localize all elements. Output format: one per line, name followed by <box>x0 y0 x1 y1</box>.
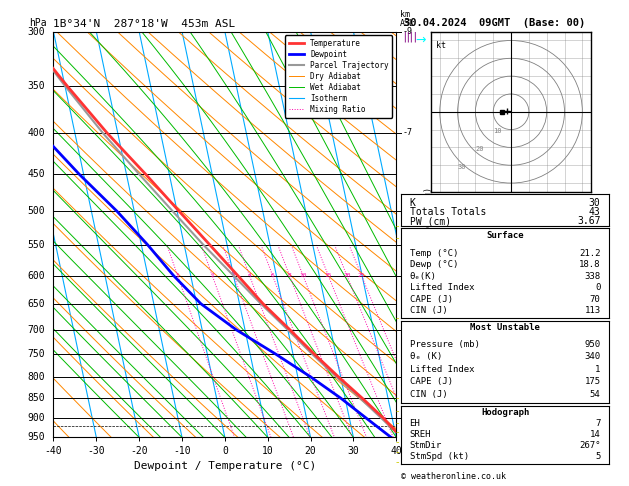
Text: Totals Totals: Totals Totals <box>409 207 486 217</box>
Text: 10: 10 <box>299 273 307 278</box>
Text: 6: 6 <box>270 273 274 278</box>
Text: Mixing Ratio (g/kg): Mixing Ratio (g/kg) <box>424 187 433 282</box>
Text: 7: 7 <box>595 419 601 428</box>
Text: 340: 340 <box>584 352 601 361</box>
Text: 2: 2 <box>211 273 214 278</box>
Text: km
ASL: km ASL <box>399 10 415 28</box>
Text: 800: 800 <box>27 372 45 382</box>
Text: 850: 850 <box>27 393 45 403</box>
Text: -6: -6 <box>403 207 413 216</box>
Text: →: → <box>415 34 426 47</box>
Text: -: - <box>396 394 399 403</box>
Text: θₑ(K): θₑ(K) <box>409 272 437 281</box>
Text: LCL: LCL <box>403 421 418 431</box>
Text: Surface: Surface <box>486 231 524 240</box>
Text: Pressure (mb): Pressure (mb) <box>409 340 479 349</box>
Text: θₑ (K): θₑ (K) <box>409 352 442 361</box>
Text: 43: 43 <box>589 207 601 217</box>
Text: -: - <box>396 221 399 231</box>
Text: 18.8: 18.8 <box>579 260 601 270</box>
Text: 1: 1 <box>595 365 601 374</box>
Text: 8: 8 <box>287 273 291 278</box>
Text: 3.67: 3.67 <box>577 216 601 226</box>
Text: StmDir: StmDir <box>409 441 442 451</box>
Text: 4: 4 <box>248 273 252 278</box>
Text: -5: -5 <box>403 241 413 249</box>
Text: -: - <box>396 406 399 416</box>
Text: 10: 10 <box>493 128 502 134</box>
Text: 500: 500 <box>27 207 45 216</box>
Text: 15: 15 <box>325 273 332 278</box>
Text: 600: 600 <box>27 271 45 280</box>
Text: -: - <box>396 418 399 428</box>
Text: |: | <box>411 32 418 42</box>
Text: 550: 550 <box>27 240 45 250</box>
Text: 350: 350 <box>27 81 45 91</box>
Text: 950: 950 <box>27 433 45 442</box>
Text: -7: -7 <box>403 128 413 138</box>
X-axis label: Dewpoint / Temperature (°C): Dewpoint / Temperature (°C) <box>134 461 316 470</box>
Text: |: | <box>401 32 408 42</box>
Text: CIN (J): CIN (J) <box>409 306 447 315</box>
Text: PW (cm): PW (cm) <box>409 216 451 226</box>
Text: 5: 5 <box>595 452 601 462</box>
Text: 70: 70 <box>590 295 601 304</box>
Text: -4: -4 <box>403 271 413 280</box>
Text: 650: 650 <box>27 299 45 309</box>
Text: -: - <box>396 233 399 243</box>
Text: 20: 20 <box>476 146 484 152</box>
Text: StmSpd (kt): StmSpd (kt) <box>409 452 469 462</box>
Text: Dewp (°C): Dewp (°C) <box>409 260 458 270</box>
Text: 900: 900 <box>27 414 45 423</box>
Text: 30: 30 <box>589 197 601 208</box>
Text: 750: 750 <box>27 349 45 359</box>
Text: 113: 113 <box>584 306 601 315</box>
Text: -: - <box>396 313 399 323</box>
Text: -1: -1 <box>403 414 413 423</box>
Text: -9: -9 <box>403 27 413 36</box>
Text: -: - <box>396 428 399 437</box>
Text: 338: 338 <box>584 272 601 281</box>
Text: © weatheronline.co.uk: © weatheronline.co.uk <box>401 472 506 481</box>
Text: 20: 20 <box>343 273 350 278</box>
Text: 3: 3 <box>232 273 236 278</box>
Text: 25: 25 <box>358 273 365 278</box>
Text: CAPE (J): CAPE (J) <box>409 295 453 304</box>
Text: CAPE (J): CAPE (J) <box>409 378 453 386</box>
Text: K: K <box>409 197 416 208</box>
Text: 175: 175 <box>584 378 601 386</box>
Text: kt: kt <box>437 40 446 50</box>
Text: Most Unstable: Most Unstable <box>470 323 540 332</box>
Text: -: - <box>396 457 399 467</box>
Text: |: | <box>408 32 415 42</box>
Text: 450: 450 <box>27 169 45 179</box>
Text: Lifted Index: Lifted Index <box>409 365 474 374</box>
Text: 30.04.2024  09GMT  (Base: 00): 30.04.2024 09GMT (Base: 00) <box>404 18 585 29</box>
Text: EH: EH <box>409 419 420 428</box>
Text: 14: 14 <box>590 430 601 439</box>
Text: Lifted Index: Lifted Index <box>409 283 474 292</box>
Legend: Temperature, Dewpoint, Parcel Trajectory, Dry Adiabat, Wet Adiabat, Isotherm, Mi: Temperature, Dewpoint, Parcel Trajectory… <box>285 35 392 118</box>
Text: Hodograph: Hodograph <box>481 408 529 417</box>
Text: 700: 700 <box>27 325 45 335</box>
Text: -2: -2 <box>403 372 413 382</box>
Text: -3: -3 <box>403 326 413 334</box>
Text: 950: 950 <box>584 340 601 349</box>
Text: 1B°34'N  287°18'W  453m ASL: 1B°34'N 287°18'W 453m ASL <box>53 19 236 30</box>
Text: 21.2: 21.2 <box>579 249 601 258</box>
Text: 0: 0 <box>595 283 601 292</box>
Text: 267°: 267° <box>579 441 601 451</box>
Text: -: - <box>396 447 399 457</box>
Text: CIN (J): CIN (J) <box>409 390 447 399</box>
Text: 300: 300 <box>27 27 45 36</box>
Text: 54: 54 <box>590 390 601 399</box>
Text: |: | <box>404 32 411 42</box>
Text: 1: 1 <box>175 273 179 278</box>
Text: -: - <box>396 437 399 447</box>
Text: Temp (°C): Temp (°C) <box>409 249 458 258</box>
Text: hPa: hPa <box>30 17 47 28</box>
Text: 30: 30 <box>458 164 466 170</box>
Text: 400: 400 <box>27 128 45 138</box>
Text: SREH: SREH <box>409 430 431 439</box>
